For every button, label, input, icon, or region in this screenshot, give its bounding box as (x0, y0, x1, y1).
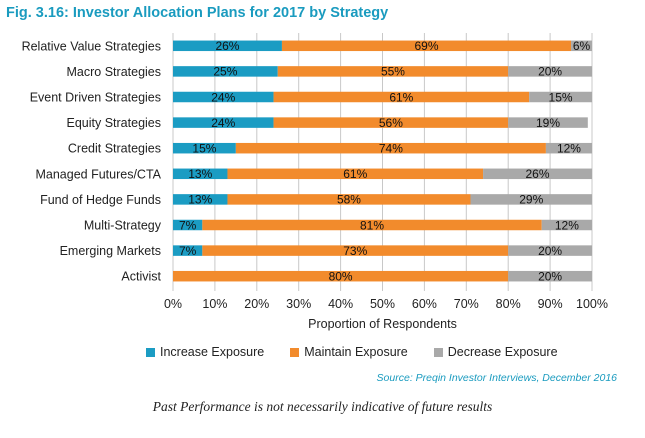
chart-legend: Increase Exposure Maintain Exposure Decr… (146, 345, 584, 359)
bar-segment (173, 219, 203, 231)
data-label: 55% (381, 65, 405, 79)
bar-segment (508, 270, 592, 282)
bar-segment (273, 117, 509, 128)
data-label: 20% (538, 270, 562, 284)
data-label: 15% (192, 142, 216, 156)
data-label: 58% (337, 193, 361, 207)
data-label: 24% (211, 90, 235, 104)
bar-segment (227, 168, 484, 180)
x-tick-label: 90% (538, 297, 563, 311)
x-tick-label: 80% (496, 297, 521, 311)
category-label: Credit Strategies (68, 142, 161, 156)
bar-segment (173, 168, 228, 180)
figure-title: Fig. 3.16: Investor Allocation Plans for… (6, 5, 389, 21)
data-label: 56% (379, 116, 403, 130)
data-label: 25% (213, 65, 237, 79)
legend-label-maintain: Maintain Exposure (304, 345, 408, 359)
category-label: Activist (121, 270, 161, 284)
category-label: Multi-Strategy (84, 219, 162, 233)
category-label: Fund of Hedge Funds (40, 193, 161, 207)
x-axis-label: Proportion of Respondents (308, 317, 457, 331)
bar-segment (545, 142, 592, 154)
bar-segment (173, 194, 228, 205)
data-label: 80% (329, 270, 353, 284)
data-label: 13% (188, 167, 212, 181)
bar-segment (202, 245, 509, 256)
bar-segment (508, 117, 588, 128)
bar-segment (173, 142, 236, 154)
data-label: 61% (389, 90, 413, 104)
bar-segment (483, 168, 592, 180)
data-label: 12% (555, 218, 579, 232)
legend-label-increase: Increase Exposure (160, 345, 265, 359)
bar-segment (173, 66, 278, 77)
x-tick-label: 20% (244, 297, 269, 311)
category-label: Emerging Markets (60, 244, 161, 258)
data-label: 6% (573, 39, 591, 53)
bar-segment (571, 40, 592, 52)
bar-segment (277, 66, 509, 77)
bar-segment (173, 245, 203, 256)
data-label: 73% (343, 244, 367, 258)
bar-segment (508, 66, 592, 77)
x-tick-label: 30% (286, 297, 311, 311)
x-tick-label: 40% (328, 297, 353, 311)
bar-segment (470, 194, 592, 205)
bar-segment (508, 245, 592, 256)
bar-segment (235, 142, 546, 154)
x-tick-label: 0% (164, 297, 182, 311)
data-label: 12% (557, 142, 581, 156)
bar-segment (227, 194, 471, 205)
legend-item-maintain: Maintain Exposure (290, 345, 408, 359)
data-label: 69% (414, 39, 438, 53)
data-label: 20% (538, 65, 562, 79)
data-label: 19% (536, 116, 560, 130)
bar-segment (173, 40, 282, 52)
bar-segment (541, 219, 592, 231)
data-label: 13% (188, 193, 212, 207)
x-tick-label: 60% (412, 297, 437, 311)
disclaimer-text: Past Performance is not necessarily indi… (152, 399, 493, 414)
x-tick-label: 100% (576, 297, 608, 311)
bar-segment (273, 91, 530, 103)
data-label: 24% (211, 116, 235, 130)
data-label: 7% (179, 218, 197, 232)
legend-swatch-increase (146, 347, 155, 357)
legend-item-decrease: Decrease Exposure (433, 345, 558, 359)
data-label: 61% (343, 167, 367, 181)
source-note: Source: Preqin Investor Interviews, Dece… (376, 372, 617, 384)
stacked-bar-chart: 0% 10% 20% 30% 40% 50% 60% 70% 80% 90% 100% Proport… (22, 33, 608, 331)
x-tick-label: 70% (454, 297, 479, 311)
data-label: 74% (379, 142, 403, 156)
legend-item-increase: Increase Exposure (146, 345, 264, 359)
bar-segment (173, 270, 509, 282)
bar-segment (173, 91, 274, 103)
category-label: Relative Value Strategies (22, 39, 161, 53)
bar-segment (529, 91, 592, 103)
x-tick-label: 10% (202, 297, 227, 311)
bar-segment (202, 219, 542, 231)
category-label: Macro Strategies (67, 65, 161, 79)
data-label: 26% (215, 39, 239, 53)
data-label: 29% (519, 193, 543, 207)
bar-segment (281, 40, 572, 52)
data-label: 26% (526, 167, 550, 181)
category-label: Managed Futures/CTA (35, 167, 161, 181)
data-label: 81% (360, 218, 384, 232)
x-tick-label: 50% (370, 297, 395, 311)
legend-swatch-maintain (290, 347, 300, 357)
bar-segment (173, 117, 274, 128)
legend-label-decrease: Decrease Exposure (447, 345, 558, 359)
legend-swatch-decrease (433, 347, 443, 357)
data-label: 15% (549, 90, 573, 104)
category-label: Equity Strategies (67, 116, 162, 130)
category-label: Event Driven Strategies (30, 91, 161, 105)
data-label: 7% (179, 244, 197, 258)
data-label: 20% (538, 244, 562, 258)
